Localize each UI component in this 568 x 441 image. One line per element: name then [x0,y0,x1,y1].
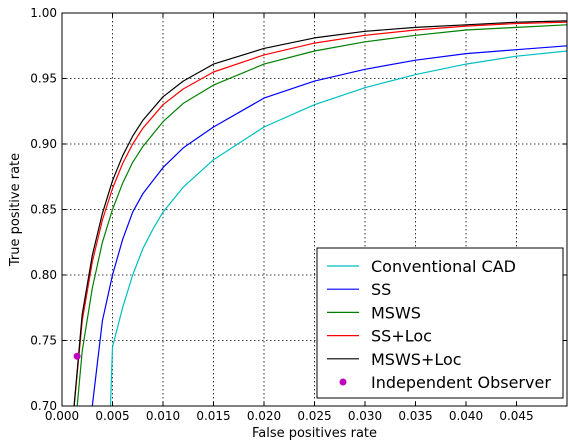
plot-frame [61,12,568,407]
y-axis-label: True positive rate [8,153,23,267]
x-tick-label: 0.030 [348,409,382,423]
line-msws [76,24,567,406]
series-lines [73,20,567,406]
x-tick-label: 0.035 [398,409,432,423]
x-tick-label: 0.025 [297,409,331,423]
point-independent-observer [73,352,81,360]
x-tick-label: 0.045 [499,409,533,423]
line-msws-loc [73,20,567,406]
x-tick-label: 0.010 [146,409,180,423]
x-axis-label: False positives rate [252,426,377,441]
x-tick-label: 0.000 [45,409,79,423]
legend-marker-independent-observer [339,378,347,386]
legend-label-conventional-cad: Conventional CAD [371,257,516,276]
x-tick-label: 0.020 [247,409,281,423]
line-ss-loc [73,21,567,406]
axis-ticks: 0.000 0.005 0.010 0.015 0.020 0.025 0.030 0.035… [30,6,567,423]
legend-label-ss-loc: SS+Loc [371,327,432,346]
legend-box [316,247,564,399]
legend-label-msws-loc: MSWS+Loc [371,350,462,369]
x-tick-label: 0.005 [95,409,129,423]
y-tick-label: 1.00 [30,6,57,20]
line-ss [91,45,567,406]
y-tick-label: 0.70 [30,399,57,413]
legend-label-ss: SS [371,280,391,299]
y-tick-label: 0.80 [30,268,57,282]
x-tick-label: 0.015 [196,409,230,423]
y-tick-label: 0.95 [30,72,57,86]
legend-label-msws: MSWS [371,303,421,322]
x-tick-label: 0.040 [449,409,483,423]
y-tick-label: 0.75 [30,334,57,348]
y-tick-label: 0.85 [30,203,57,217]
y-tick-label: 0.90 [30,137,57,151]
grid-lines [62,13,567,406]
line-conventional-cad [109,50,567,406]
legend-label-independent-observer: Independent Observer [371,373,551,392]
legend: Conventional CAD SS MSWS SS+Loc MSWS+Loc Inde… [316,247,564,399]
